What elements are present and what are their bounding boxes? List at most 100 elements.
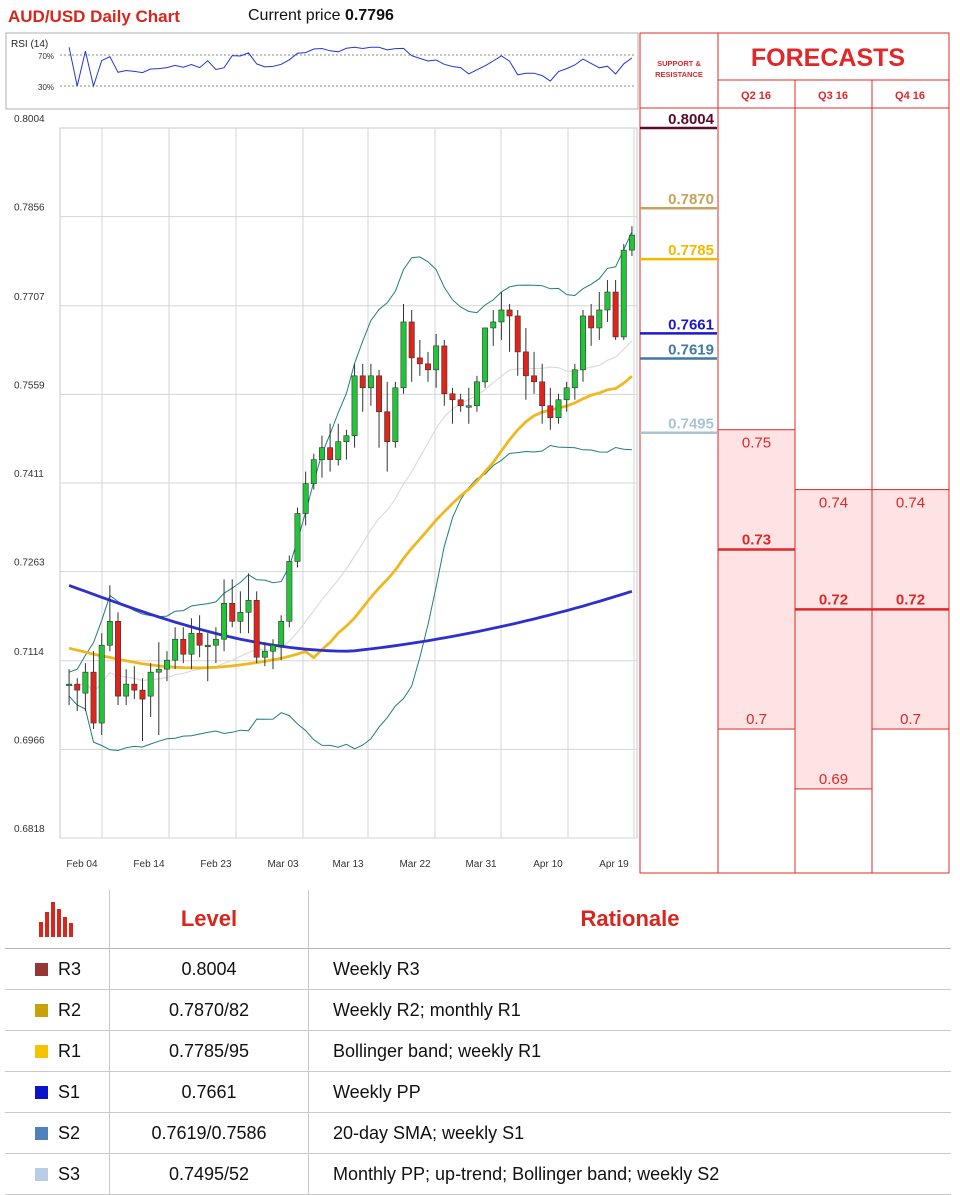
forecast-mid: 0.72 xyxy=(819,591,848,608)
bollinger-bands xyxy=(68,231,633,752)
forecast-low: 0.69 xyxy=(819,771,848,788)
candle xyxy=(294,507,301,568)
candle xyxy=(172,627,179,670)
candle xyxy=(547,387,554,430)
candle-body xyxy=(180,638,187,655)
forecast-col-q2: Q2 16 xyxy=(741,90,771,102)
x-tick-label: Mar 22 xyxy=(399,859,431,870)
candle-body xyxy=(596,309,603,329)
candle-body xyxy=(367,375,374,389)
candle-body xyxy=(547,405,554,419)
y-tick-label: 0.7707 xyxy=(14,292,45,303)
candle-body xyxy=(498,309,505,323)
candle-body xyxy=(270,644,276,652)
candle xyxy=(147,663,154,718)
candle xyxy=(490,309,497,346)
candle xyxy=(196,615,203,658)
candle xyxy=(327,423,334,472)
bar-chart-icon xyxy=(39,902,73,937)
candle-body xyxy=(612,291,619,338)
x-tick-label: Feb 04 xyxy=(66,859,98,870)
candle xyxy=(310,453,317,490)
candle xyxy=(180,627,187,664)
y-tick-label: 0.8004 xyxy=(14,114,45,125)
y-tick-label: 0.7559 xyxy=(14,380,45,391)
row-name: S2 xyxy=(58,1122,81,1143)
candle xyxy=(580,309,586,382)
candles xyxy=(66,226,635,742)
candle xyxy=(457,393,464,412)
forecast-high: 0.74 xyxy=(896,495,925,512)
rsi-line xyxy=(68,46,633,88)
row-level: 0.7661 xyxy=(109,1071,309,1113)
row-level: 0.8004 xyxy=(109,948,309,990)
candle-body xyxy=(82,671,89,694)
candle-body xyxy=(457,399,464,407)
candle-body xyxy=(482,327,489,383)
table-row-s2: S2 0.7619/0.7586 20-day SMA; weekly S1 xyxy=(5,1112,951,1154)
sma-20-line xyxy=(68,340,633,694)
candle xyxy=(563,381,570,412)
candle xyxy=(531,351,537,394)
bollinger-lower xyxy=(68,444,632,752)
row-name: R2 xyxy=(58,999,82,1020)
candle xyxy=(155,642,162,736)
level-header: Level xyxy=(109,890,309,949)
x-tick-label: Apr 10 xyxy=(533,859,563,870)
forecast-range-box xyxy=(717,429,796,730)
s3-color-swatch xyxy=(35,1167,48,1181)
candle-body xyxy=(155,668,162,673)
candle-body xyxy=(628,234,635,251)
candle-body xyxy=(433,345,440,371)
candle-body xyxy=(416,357,423,365)
forecast-range: 0.74 0.72 0.69 xyxy=(794,489,873,790)
candle xyxy=(261,642,268,667)
sr-level-label: 0.7619 xyxy=(668,341,714,358)
row-rationale: 20-day SMA; weekly S1 xyxy=(308,1112,951,1154)
candle xyxy=(628,226,635,257)
candle-body xyxy=(384,411,391,442)
candle xyxy=(482,327,489,388)
candle-body xyxy=(555,399,562,419)
row-rationale: Weekly R2; monthly R1 xyxy=(308,989,951,1031)
candle-body xyxy=(310,459,317,484)
candle xyxy=(106,585,113,652)
candle-body xyxy=(522,351,529,377)
s2-color-swatch xyxy=(35,1126,48,1140)
current-price-label: Current price 0.7796 xyxy=(248,7,394,25)
candle-body xyxy=(351,375,358,436)
candle-body xyxy=(531,375,537,383)
candle xyxy=(343,429,350,460)
r3-color-swatch xyxy=(35,962,48,976)
candle xyxy=(498,292,505,340)
candle xyxy=(131,666,138,700)
candle xyxy=(204,633,211,682)
candle xyxy=(416,339,423,376)
candle xyxy=(571,363,578,400)
r2-color-swatch xyxy=(35,1003,48,1017)
bollinger-upper xyxy=(68,231,633,673)
levels-table-header: Level Rationale xyxy=(5,890,951,949)
forecast-high: 0.74 xyxy=(819,495,848,512)
x-tick-label: Mar 13 xyxy=(332,859,364,870)
forecast-range-box xyxy=(794,489,873,790)
table-row-r2: R2 0.7870/82 Weekly R2; monthly R1 xyxy=(5,989,951,1031)
candle-body xyxy=(580,315,586,371)
candle xyxy=(245,573,252,634)
sr-level-label: 0.8004 xyxy=(668,111,715,128)
row-rationale: Weekly PP xyxy=(308,1071,951,1113)
x-tick-label: Mar 31 xyxy=(465,859,497,870)
candle xyxy=(278,615,285,661)
candle xyxy=(522,327,529,400)
sr-level-label: 0.7495 xyxy=(668,416,714,433)
candle xyxy=(164,651,170,682)
candle-body xyxy=(98,644,105,724)
candle-body xyxy=(392,387,399,442)
forecast-col-q4: Q4 16 xyxy=(895,90,925,102)
candle xyxy=(66,669,73,706)
s1-color-swatch xyxy=(35,1085,48,1099)
candle xyxy=(376,369,383,448)
chart-title: AUD/USD Daily Chart xyxy=(8,7,180,26)
candle-body xyxy=(571,369,578,389)
candle-body xyxy=(563,387,570,401)
